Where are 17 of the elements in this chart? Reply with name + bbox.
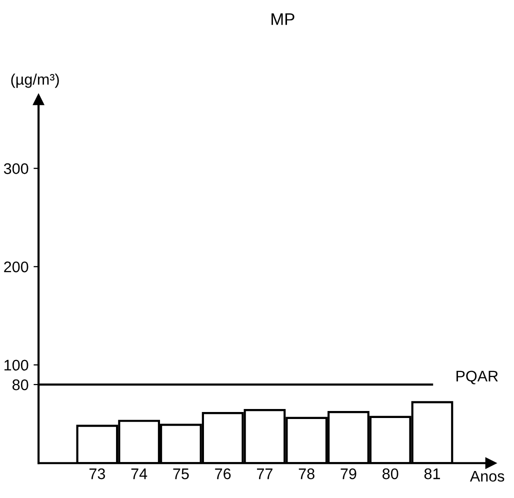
y-tick-label: 300 bbox=[4, 163, 28, 174]
x-tick-label: 76 bbox=[215, 468, 231, 480]
y-tick-label: 200 bbox=[4, 262, 28, 272]
y-axis-title: (µg/m³) bbox=[11, 74, 59, 88]
chart-title: MP bbox=[272, 13, 294, 25]
x-axis-title: Anos bbox=[470, 470, 504, 482]
x-tick-label: 73 bbox=[89, 468, 106, 480]
x-tick-label: 75 bbox=[173, 468, 189, 480]
x-tick-label: 79 bbox=[340, 468, 356, 480]
y-tick-label: 80 bbox=[12, 379, 28, 390]
x-tick-label: 81 bbox=[424, 468, 440, 480]
x-tick-label: 78 bbox=[298, 468, 314, 480]
x-tick-label: 77 bbox=[256, 468, 272, 480]
ref-line-label: PQAR bbox=[456, 370, 498, 384]
y-tick-label: 100 bbox=[4, 360, 28, 371]
x-tick-label: 80 bbox=[382, 468, 398, 480]
x-tick-label: 74 bbox=[131, 468, 148, 480]
